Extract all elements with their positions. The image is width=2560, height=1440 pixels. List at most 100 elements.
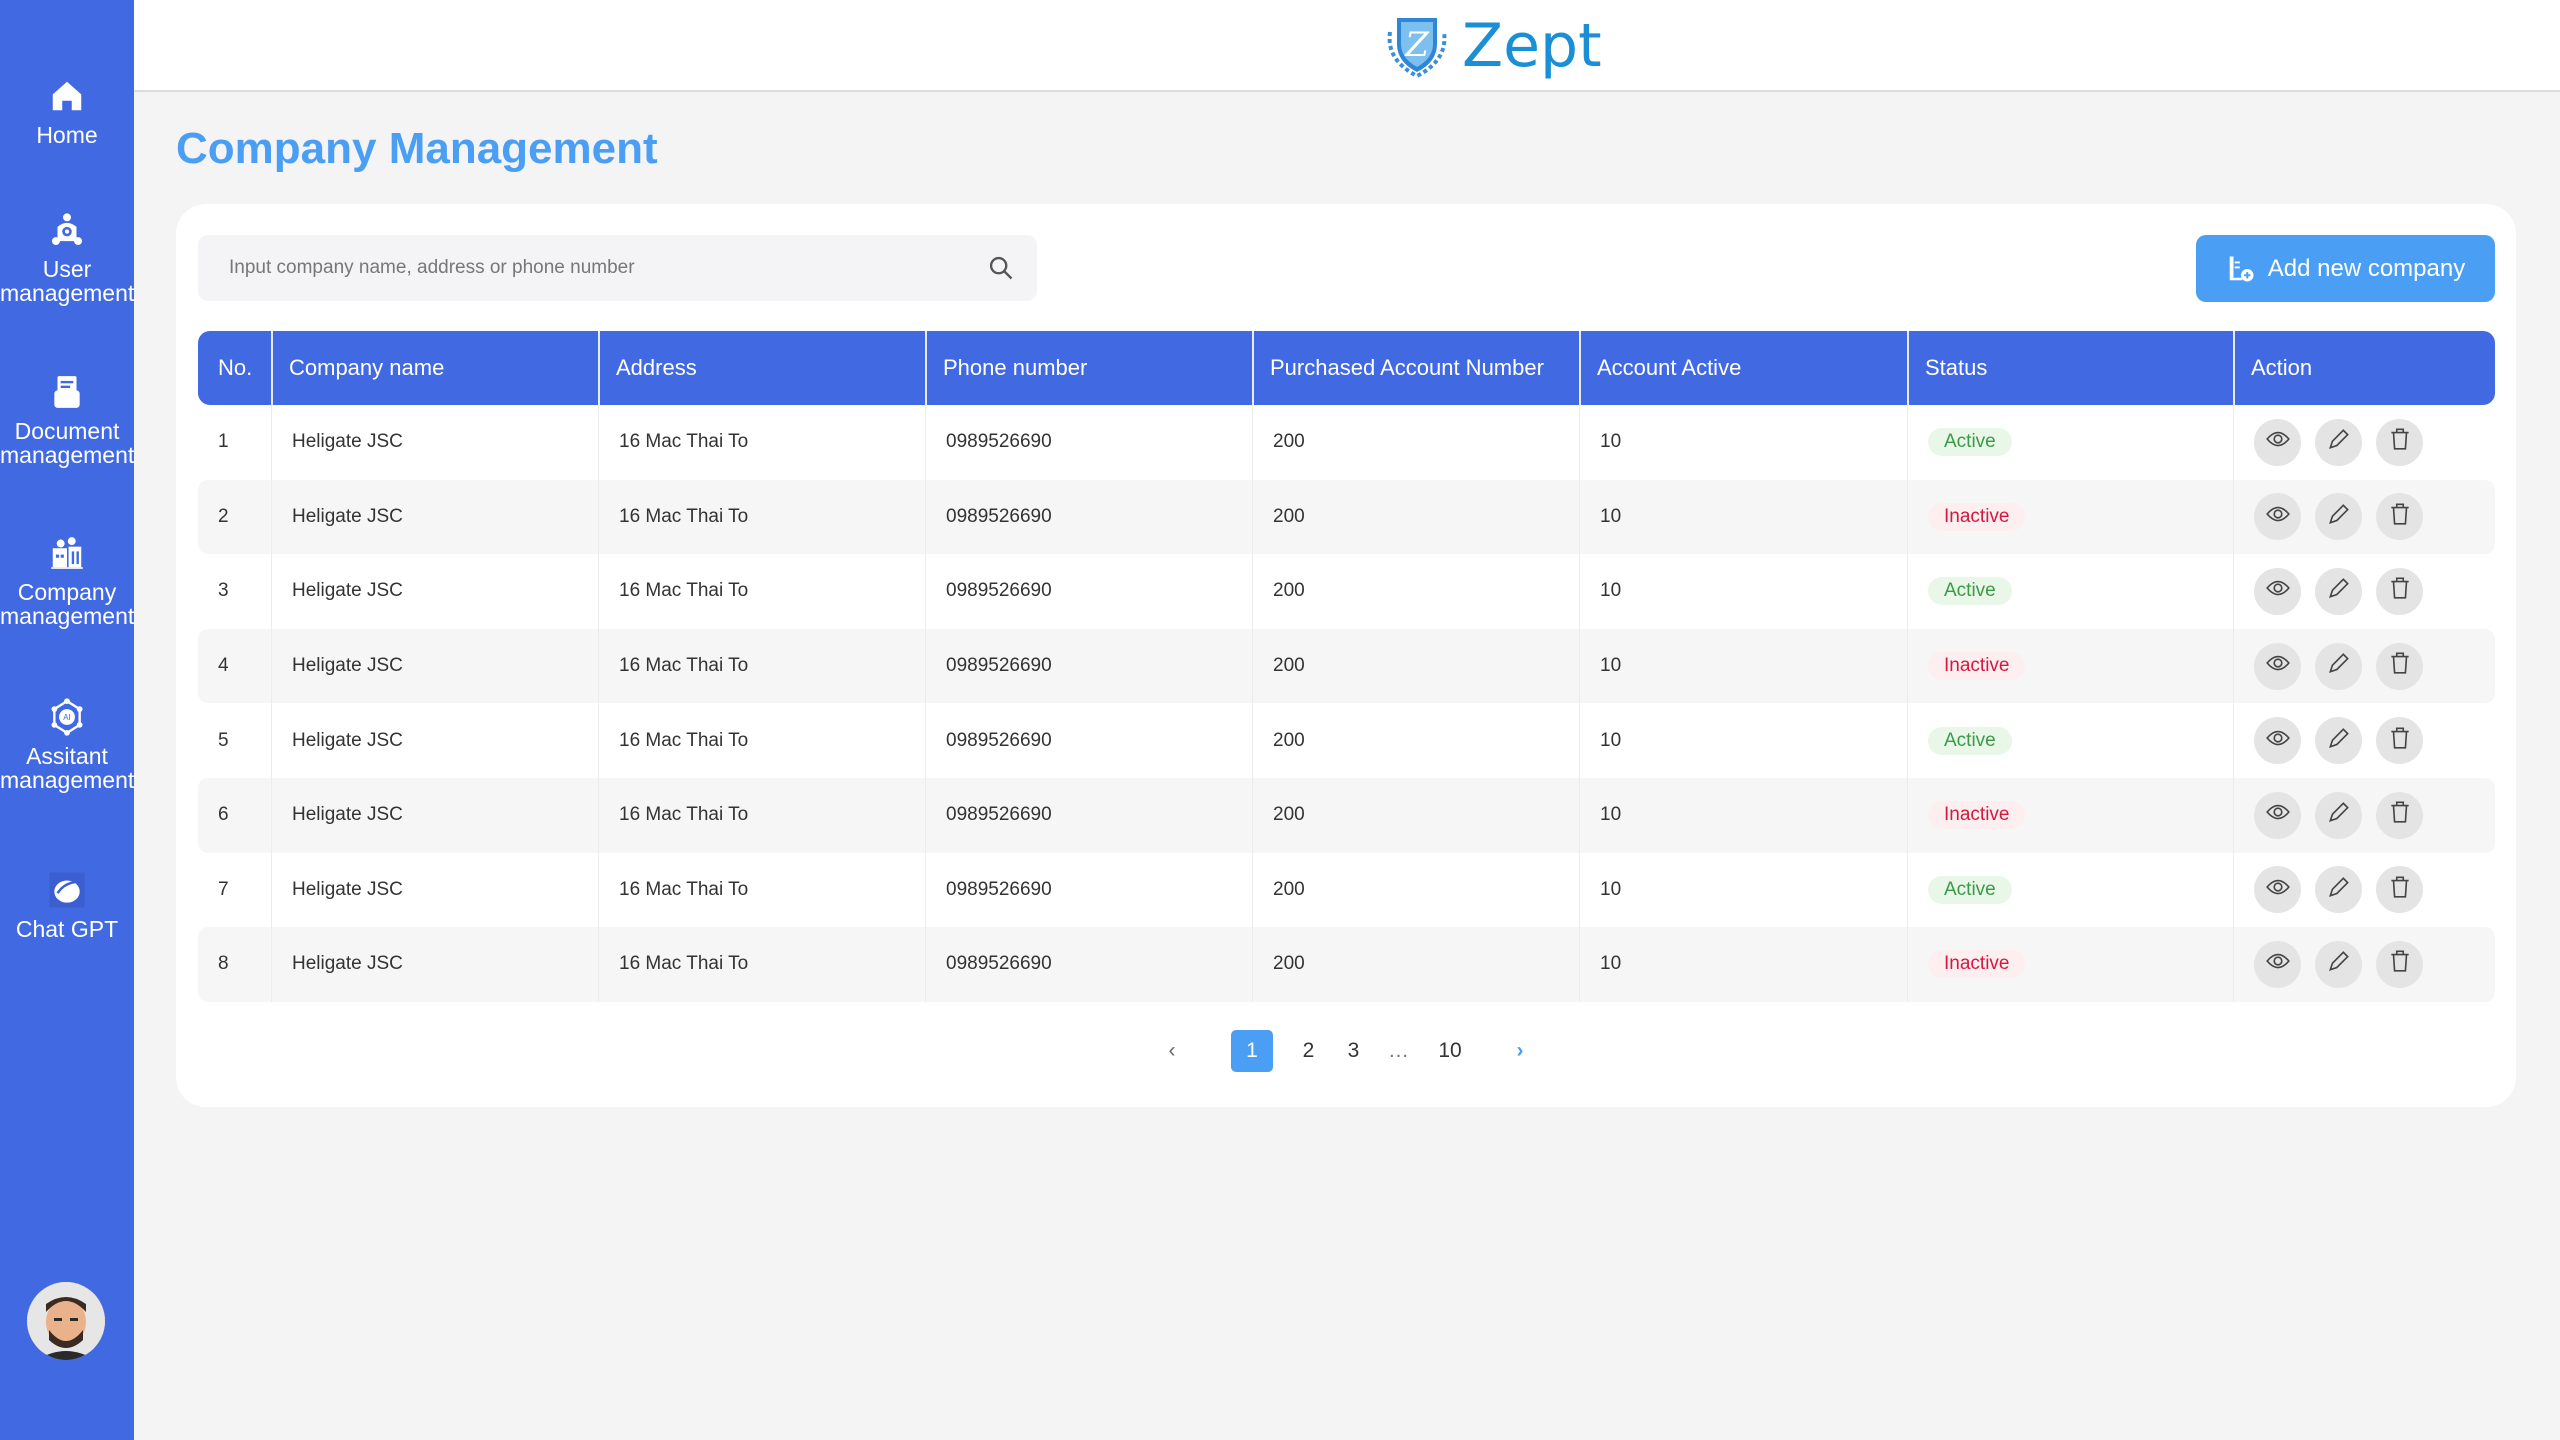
edit-button[interactable] [2315,791,2362,839]
edit-button[interactable] [2315,642,2362,690]
view-button[interactable] [2254,791,2301,839]
pagination-next-button[interactable]: › [1516,1039,1524,1062]
status-badge: Inactive [1928,801,2026,830]
cell-status: Inactive [1907,777,2233,853]
pagination-page-2[interactable]: 2 [1302,1039,1315,1062]
column-header-no[interactable]: No. [198,331,271,405]
delete-button[interactable] [2376,866,2423,914]
cell-phone-number: 0989526690 [925,628,1252,704]
trash-icon [2387,501,2413,533]
view-button[interactable] [2254,567,2301,615]
cell-address: 16 Mac Thai To [598,554,925,629]
svg-text:AI: AI [63,713,70,722]
add-new-company-button[interactable]: Add new company [2196,235,2495,302]
trash-icon [2387,575,2413,607]
view-button[interactable] [2254,418,2301,466]
delete-button[interactable] [2376,418,2423,466]
table-row[interactable]: 7 Heligate JSC 16 Mac Thai To 0989526690 200… [198,852,2495,928]
column-header-account-active[interactable]: Account Active [1579,331,1907,405]
sidebar-item-chat-gpt[interactable]: Chat GPT [0,871,134,941]
cell-phone-number: 0989526690 [925,852,1252,928]
cell-company-name: Heligate JSC [271,479,598,555]
cell-action [2233,703,2495,778]
cell-status: Inactive [1907,927,2233,1002]
app-logo[interactable]: Z Zept [1382,12,1602,80]
pagination-page-1[interactable]: 1 [1231,1030,1273,1072]
sidebar-item-home[interactable]: Home [0,77,134,147]
sidebar-item-assistant-management[interactable]: AI Assitant management [0,698,134,792]
sidebar-item-label: Home [36,122,98,148]
cell-address: 16 Mac Thai To [598,852,925,928]
view-button[interactable] [2254,940,2301,988]
column-header-address[interactable]: Address [598,331,925,405]
cell-account-active: 10 [1579,405,1907,480]
delete-button[interactable] [2376,791,2423,839]
view-button[interactable] [2254,642,2301,690]
company-list-card: Add new company No. Company name Address… [176,204,2516,1107]
cell-address: 16 Mac Thai To [598,927,925,1002]
avatar-face-icon [27,1282,105,1360]
add-company-icon [2229,256,2254,281]
pencil-icon [2326,948,2352,980]
cell-company-name: Heligate JSC [271,554,598,629]
cell-phone-number: 0989526690 [925,777,1252,853]
user-gear-icon [51,213,83,246]
cell-phone-number: 0989526690 [925,927,1252,1002]
column-header-status[interactable]: Status [1907,331,2233,405]
pagination-page-3[interactable]: 3 [1347,1039,1360,1062]
cell-purchased-account-number: 200 [1252,479,1579,555]
search-input[interactable] [198,235,958,301]
sidebar-item-label: management [0,603,135,629]
delete-button[interactable] [2376,642,2423,690]
status-badge: Active [1928,875,2012,904]
status-badge: Active [1928,726,2012,755]
cell-row-number: 3 [218,580,229,602]
user-avatar[interactable] [27,1282,105,1360]
eye-icon [2265,650,2291,682]
svg-text:Z: Z [1404,25,1430,65]
pagination-page-10[interactable]: 10 [1438,1039,1462,1062]
delete-button[interactable] [2376,493,2423,541]
view-button[interactable] [2254,493,2301,541]
table-row[interactable]: 2 Heligate JSC 16 Mac Thai To 0989526690 200… [198,479,2495,555]
cell-action [2233,927,2495,1002]
edit-button[interactable] [2315,866,2362,914]
table-row[interactable]: 4 Heligate JSC 16 Mac Thai To 0989526690 200… [198,628,2495,704]
column-header-company-name[interactable]: Company name [271,331,598,405]
table-row[interactable]: 6 Heligate JSC 16 Mac Thai To 0989526690 200… [198,777,2495,853]
edit-button[interactable] [2315,493,2362,541]
edit-button[interactable] [2315,567,2362,615]
eye-icon [2265,426,2291,458]
search-box [198,235,1037,301]
sidebar-item-user-management[interactable]: User management [0,211,134,305]
edit-button[interactable] [2315,717,2362,765]
table-row[interactable]: 1 Heligate JSC 16 Mac Thai To 0989526690 200… [198,405,2495,480]
search-icon[interactable] [987,254,1015,282]
pagination-prev-button[interactable]: ‹ [1168,1039,1176,1062]
edit-button[interactable] [2315,940,2362,988]
table-header-row: No. Company name Address Phone number Pu… [198,331,2495,405]
cell-account-active: 10 [1579,554,1907,629]
pencil-icon [2326,799,2352,831]
delete-button[interactable] [2376,567,2423,615]
ai-network-icon: AI [51,698,83,736]
table-row[interactable]: 8 Heligate JSC 16 Mac Thai To 0989526690 200… [198,927,2495,1002]
column-header-action: Action [2233,331,2495,405]
trash-icon [2387,799,2413,831]
eye-icon [2265,725,2291,757]
edit-button[interactable] [2315,418,2362,466]
sidebar-item-document-management[interactable]: Document management [0,373,134,467]
column-header-phone[interactable]: Phone number [925,331,1252,405]
table-row[interactable]: 5 Heligate JSC 16 Mac Thai To 0989526690 200… [198,703,2495,778]
cell-purchased-account-number: 200 [1252,405,1579,480]
delete-button[interactable] [2376,940,2423,988]
view-button[interactable] [2254,866,2301,914]
delete-button[interactable] [2376,717,2423,765]
table-row[interactable]: 3 Heligate JSC 16 Mac Thai To 0989526690 200… [198,554,2495,629]
cell-company-name: Heligate JSC [271,405,598,480]
cell-company-name: Heligate JSC [271,927,598,1002]
column-header-purchased[interactable]: Purchased Account Number [1252,331,1579,405]
cell-row-number: 7 [218,878,229,900]
sidebar-item-company-management[interactable]: Company management [0,534,134,628]
view-button[interactable] [2254,717,2301,765]
